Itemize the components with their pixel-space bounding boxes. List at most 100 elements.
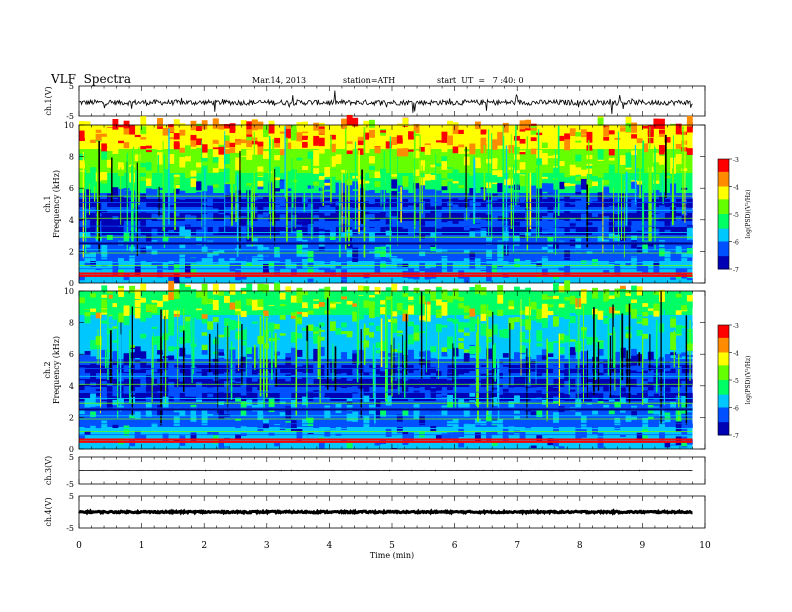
ch2-spectrogram-cell: [396, 427, 403, 431]
ch1-spectrogram-cell: [380, 190, 387, 199]
ch2-spectrogram-cell: [558, 340, 565, 344]
ch2-spectrogram-cell: [302, 377, 308, 381]
ch1-spectrogram-cell: [129, 251, 136, 256]
ch1-spectrogram-cell: [318, 122, 325, 126]
ch2-spectrogram-cell: [313, 300, 320, 305]
ch1-spectrogram-cell: [290, 257, 297, 264]
ch2-spectrogram-cell: [162, 433, 169, 443]
ch1-spectrogram-cell: [592, 232, 598, 244]
ch2-spectrogram-cell: [514, 286, 520, 293]
ch2-spectrogram-cell: [90, 340, 97, 350]
ch1-spectrogram-cell: [463, 163, 470, 172]
ch1-spectrogram-cell: [675, 216, 682, 223]
ch1-spectrogram-row: [79, 151, 693, 153]
ch2-spec-colorbar-cell: [718, 339, 729, 342]
ch1-spectrogram-cell: [162, 128, 169, 136]
ch1-spectrogram-cell: [318, 187, 325, 192]
ch1-spectrogram-cell: [592, 206, 598, 217]
ch2-spectrogram-cell: [84, 423, 91, 429]
ch2-spectrogram-cell: [474, 303, 481, 313]
ch2-spectrogram-cell: [480, 407, 487, 419]
ch1-spectrogram-cell: [402, 175, 409, 187]
ch1-spectrogram-cell: [519, 150, 526, 153]
ch1-spectrogram-cell: [396, 185, 403, 189]
ch2-spectrogram-cell: [123, 411, 130, 416]
ch2-spectrogram-cell: [486, 362, 493, 371]
ch1-spectrogram-cell: [541, 216, 548, 224]
ch1-spectrogram-row: [79, 153, 693, 155]
ch2-spectrogram-cell: [435, 323, 442, 332]
ch1-spectrogram-cell: [101, 209, 108, 213]
ch1-spectrogram-cell: [541, 176, 548, 179]
ch1-spectrogram-cell: [123, 190, 130, 196]
ch1-spectrogram-cell: [441, 133, 448, 144]
ch1-spectrogram-cell: [313, 122, 320, 131]
ch1-ylabel: ch.1(V): [44, 86, 53, 115]
ch2-spectrogram-cell: [235, 378, 242, 382]
ch2-spectrogram-cell: [413, 381, 420, 389]
ch2-spectrogram-cell: [642, 318, 649, 326]
ch1-spectrogram-cell: [201, 257, 208, 266]
ch2-spectrogram-cell: [173, 392, 180, 402]
ch2-spectrogram-cell: [352, 346, 359, 352]
ch1-spectrogram-cell: [614, 137, 621, 140]
ch2-spectrogram-cell: [385, 433, 392, 437]
ch2-spectrogram-cell: [553, 412, 559, 423]
ch2-spectrogram-cell: [631, 348, 638, 359]
ch2-spectrogram-cell: [101, 294, 108, 298]
ch2-spectrogram-cell: [424, 304, 431, 313]
ch1-spectrogram-cell: [413, 150, 420, 159]
ch1-spectrogram-cell: [514, 170, 520, 174]
ch2-spectrogram-cell: [558, 333, 565, 341]
ch1-spectrogram-cell: [424, 128, 431, 139]
ch1-spectrogram-cell: [514, 184, 520, 190]
ch2-spectrogram-cell: [90, 356, 97, 361]
ch2-spec-colorbar-cell: [718, 403, 729, 407]
ch1-spectrogram-cell: [631, 226, 638, 233]
ch1-spectrogram-cell: [257, 166, 264, 177]
ch2-spectrogram-cell: [95, 312, 102, 319]
ch1-spectrogram-cell: [190, 258, 197, 264]
ch1-spectrogram-cell: [608, 255, 615, 264]
ch2-spectrogram-cell: [530, 371, 537, 375]
ch1-spectrogram-cell: [318, 234, 325, 241]
ch1-spectrogram-cell: [168, 127, 175, 133]
ch1-spectrogram-cell: [246, 129, 253, 135]
ch2-spectrogram-cell: [608, 392, 615, 396]
ch1-spectrogram-cell: [502, 234, 509, 237]
ch2-spectrogram-cell: [564, 280, 571, 292]
ch2-spectrogram-cell: [580, 429, 587, 438]
ch2-spectrogram-cell: [547, 384, 554, 394]
ch2-spectrogram-cell: [586, 419, 593, 423]
ch2-spectrogram-cell: [642, 303, 649, 307]
ch2-spectrogram-cell: [95, 301, 102, 307]
ch2-spec-colorbar-cell: [718, 354, 729, 357]
ch2-spectrogram-cell: [374, 350, 381, 354]
ch2-spectrogram-cell: [647, 391, 654, 397]
ch2-spectrogram-cell: [84, 351, 91, 356]
ch2-spectrogram-cell: [525, 356, 532, 367]
ch2-spectrogram-cell: [564, 417, 571, 423]
ch2-spectrogram-cell: [670, 407, 677, 417]
ch2-spectrogram-cell: [625, 361, 632, 365]
ch1-spectrogram-cell: [614, 277, 621, 283]
ch2-spectrogram-cell: [681, 380, 688, 385]
ch1-spectrogram-cell: [659, 145, 665, 155]
ch2-spectrogram-cell: [463, 315, 470, 319]
ch1-spectrogram-cell: [218, 171, 225, 182]
ch1-spectrogram-cell: [480, 230, 487, 237]
ch1-spectrogram-cell: [79, 171, 85, 178]
ch1-spectrogram-cell: [530, 148, 537, 155]
ch2-spectrogram-cell: [385, 383, 392, 390]
ch1-spectrogram-cell: [558, 200, 565, 206]
ch2-spectrogram-cell: [279, 322, 286, 334]
ch1-spectrogram-cell: [564, 249, 571, 261]
ch1-spectrogram-cell: [335, 166, 342, 170]
ch2-spectrogram-cell: [458, 303, 465, 309]
ch1-spectrogram-cell: [391, 210, 398, 217]
ch1-spectrogram-cell: [346, 143, 353, 151]
ch1-spectrogram-cell: [157, 187, 163, 190]
ch1-spectrogram-cell: [480, 257, 487, 269]
ch2-spectrogram-cell: [619, 289, 626, 300]
ch2-spectrogram-cell: [491, 383, 498, 389]
